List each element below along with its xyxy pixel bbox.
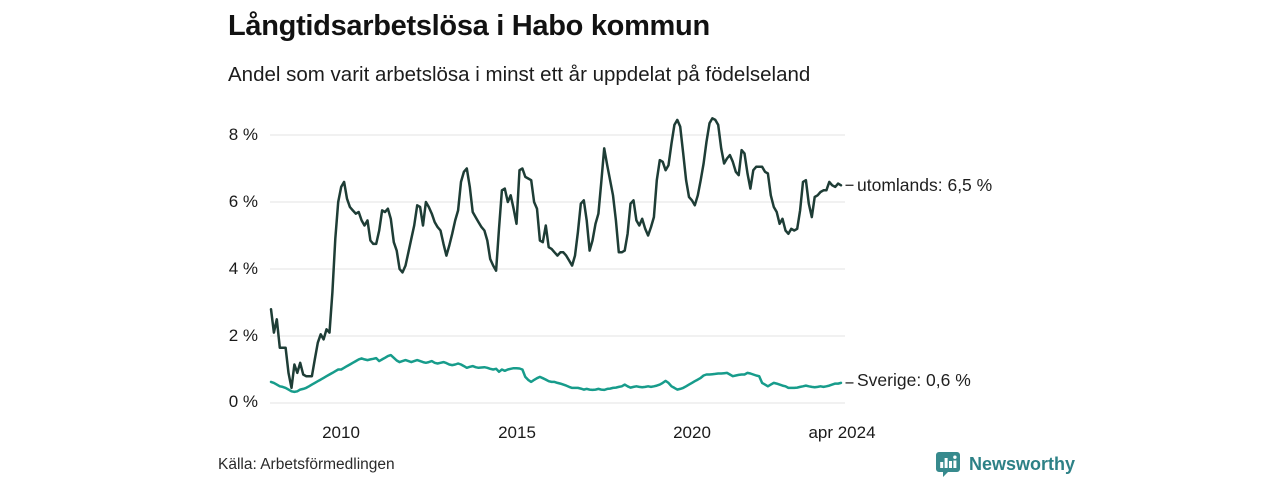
y-axis-tick-6: 6 % bbox=[228, 192, 258, 211]
source-note: Källa: Arbetsförmedlingen bbox=[218, 456, 395, 473]
series-line-utomlands bbox=[269, 117, 843, 390]
y-axis-tick-2: 2 % bbox=[228, 326, 258, 345]
newsworthy-logo-text: Newsworthy bbox=[969, 454, 1076, 474]
series-label-utomlands: utomlands: 6,5 % bbox=[857, 175, 993, 195]
newsworthy-brand: Newsworthy bbox=[935, 451, 1075, 478]
x-axis-tick-2010: 2010 bbox=[322, 423, 360, 442]
y-axis-tick-8: 8 % bbox=[228, 125, 258, 144]
chart-title: Långtidsarbetslösa i Habo kommun bbox=[228, 10, 710, 42]
series-line-sverige bbox=[269, 353, 843, 394]
newsworthy-logo-icon bbox=[936, 452, 960, 477]
x-axis-tick-2020: 2020 bbox=[673, 423, 711, 442]
series-label-sverige: Sverige: 0,6 % bbox=[857, 370, 971, 390]
y-axis-tick-4: 4 % bbox=[228, 259, 258, 278]
x-axis-tick-2015: 2015 bbox=[498, 423, 536, 442]
x-axis-tick-apr-2024: apr 2024 bbox=[808, 423, 876, 442]
chart-subtitle: Andel som varit arbetslösa i minst ett å… bbox=[228, 63, 811, 86]
y-axis-tick-0: 0 % bbox=[228, 392, 258, 411]
